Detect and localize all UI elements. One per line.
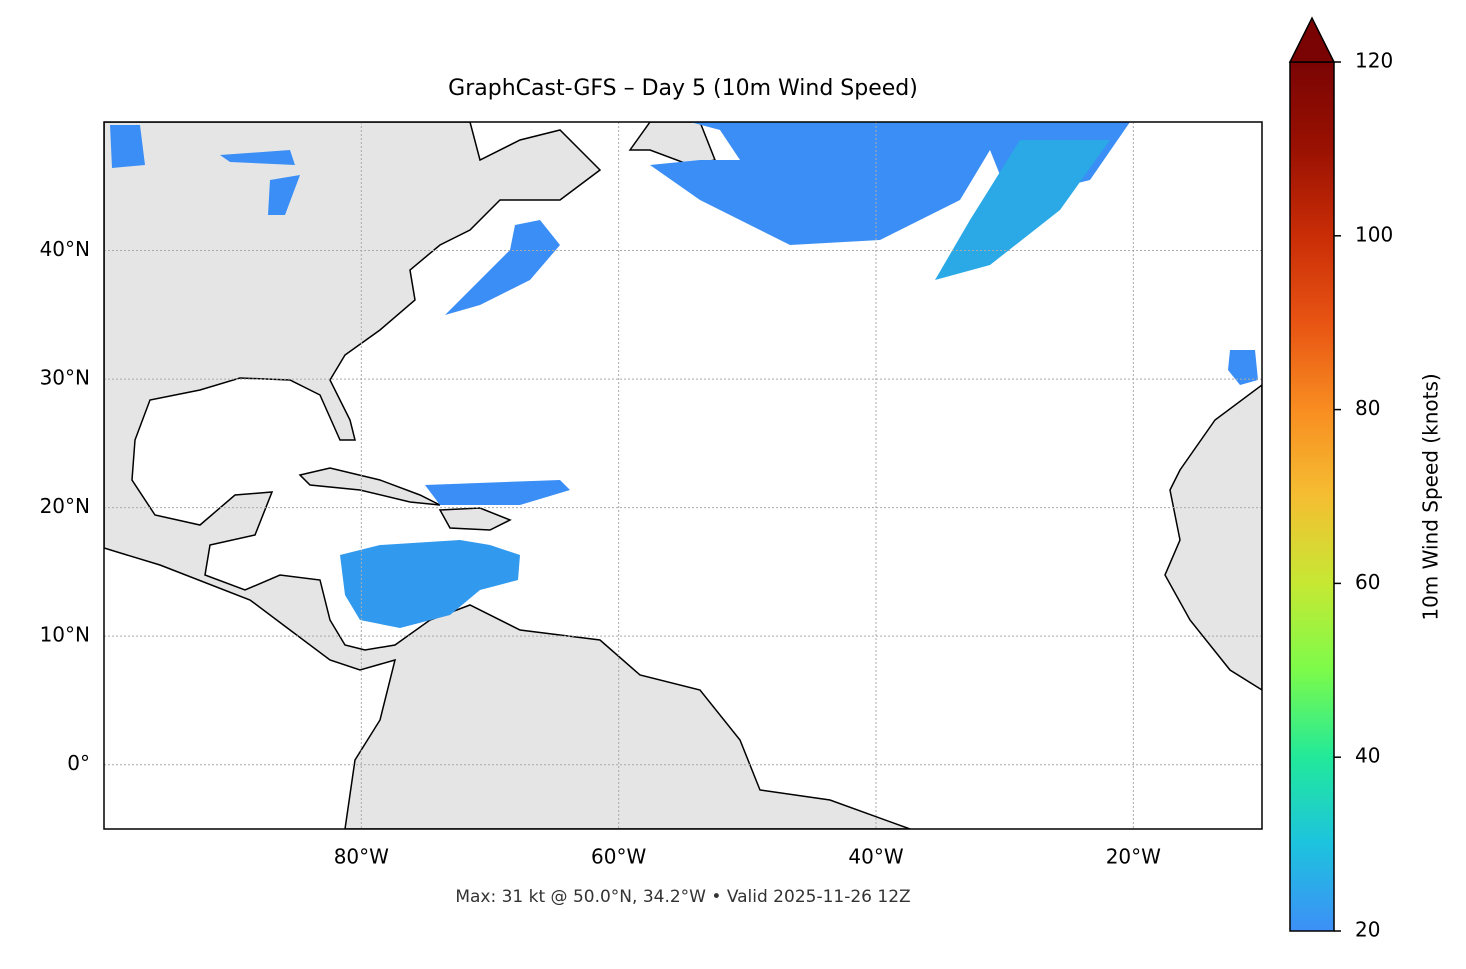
plot-frame bbox=[103, 121, 1263, 830]
grid bbox=[104, 122, 1262, 829]
wind-area bbox=[650, 122, 1130, 245]
land bbox=[104, 122, 911, 829]
y-tick-label: 20°N bbox=[40, 494, 90, 518]
colorbar bbox=[1289, 61, 1335, 932]
land bbox=[1164, 384, 1262, 691]
y-tick-label: 0° bbox=[67, 751, 90, 775]
x-tick-label: 60°W bbox=[591, 845, 646, 869]
x-tick-label: 40°W bbox=[848, 845, 903, 869]
wind-area bbox=[445, 220, 560, 315]
wind-area bbox=[935, 140, 1110, 280]
land bbox=[438, 507, 512, 531]
wind-area bbox=[1228, 350, 1258, 385]
y-tick-label: 10°N bbox=[40, 623, 90, 647]
land bbox=[628, 122, 717, 166]
x-tick-label: 80°W bbox=[334, 845, 389, 869]
wind-area bbox=[340, 540, 520, 628]
colorbar-extend bbox=[1288, 16, 1336, 63]
colorbar-tick-label: 100 bbox=[1355, 222, 1393, 246]
colorbar-tick-label: 120 bbox=[1355, 49, 1393, 73]
annotation: Max: 31 kt @ 50.0°N, 34.2°W • Valid 2025… bbox=[455, 887, 910, 907]
x-tick-label: 20°W bbox=[1106, 845, 1161, 869]
wind-area bbox=[110, 125, 300, 215]
land bbox=[298, 467, 441, 506]
colorbar-tick-label: 60 bbox=[1355, 570, 1380, 594]
colorbar-tick-label: 80 bbox=[1355, 396, 1380, 420]
colorbar-label: 10m Wind Speed (knots) bbox=[1419, 373, 1443, 620]
colorbar-tick-label: 40 bbox=[1355, 744, 1380, 768]
wind-area bbox=[425, 480, 570, 505]
y-tick-label: 30°N bbox=[40, 366, 90, 390]
chart-title: GraphCast-GFS – Day 5 (10m Wind Speed) bbox=[448, 76, 918, 101]
y-tick-label: 40°N bbox=[40, 237, 90, 261]
map bbox=[104, 122, 1262, 829]
colorbar-tick-label: 20 bbox=[1355, 918, 1380, 942]
